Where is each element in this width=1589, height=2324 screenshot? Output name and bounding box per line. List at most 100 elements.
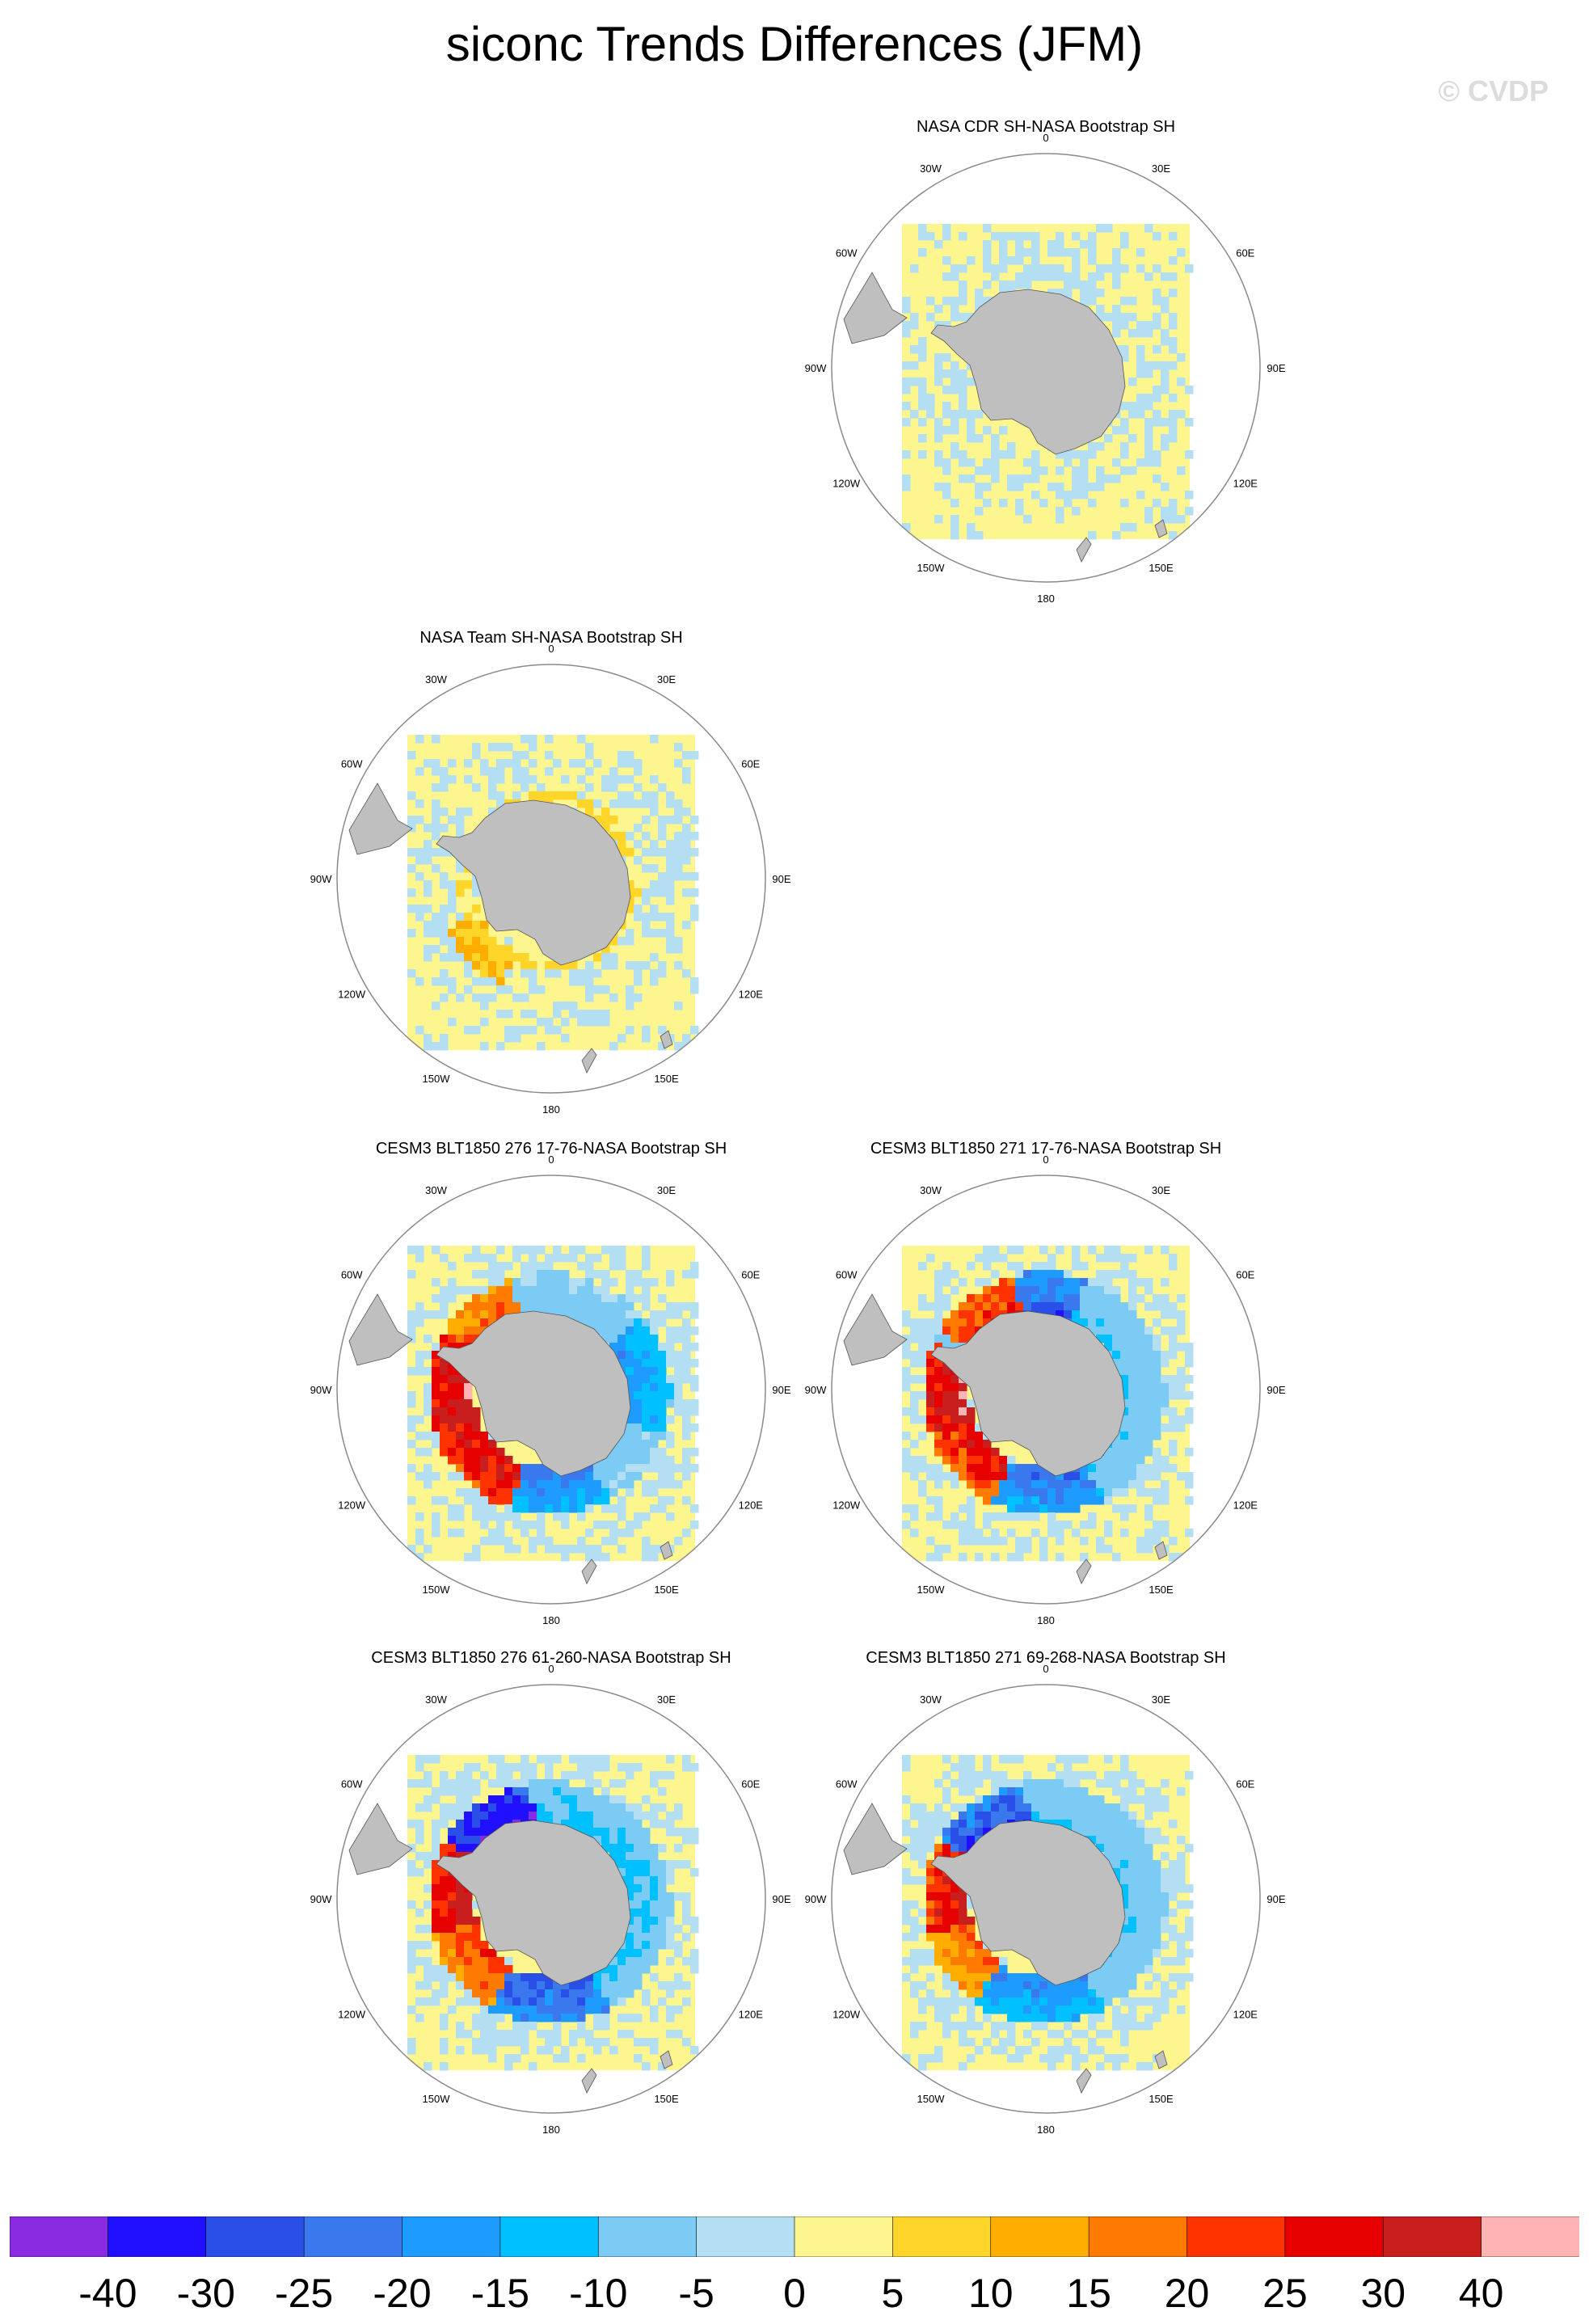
panel-title: NASA Team SH-NASA Bootstrap SH (419, 629, 683, 647)
colorbar-swatch (597, 2216, 698, 2257)
tasmania-landmass (1154, 519, 1168, 538)
tasmania-landmass (660, 2050, 673, 2069)
longitude-label: 60E (741, 758, 760, 770)
tasmania-landmass (660, 1030, 673, 1049)
longitude-label: 180 (542, 2124, 560, 2136)
new-zealand-landmass (581, 1558, 597, 1584)
colorbar-tick-label: 15 (1066, 2271, 1111, 2316)
colorbar-tick-label: 20 (1164, 2271, 1210, 2316)
longitude-label: 0 (548, 643, 554, 655)
longitude-label: 90W (805, 1384, 827, 1396)
cvdp-watermark: © CVDP (1438, 74, 1549, 108)
longitude-label: 60W (341, 1269, 363, 1281)
antarctica-landmass (930, 1820, 1126, 1986)
antarctica-landmass (930, 289, 1126, 455)
longitude-label: 0 (1043, 1663, 1048, 1675)
longitude-label: 120E (1233, 2009, 1258, 2021)
tasmania-landmass (660, 1541, 673, 1560)
colorbar-swatch (794, 2216, 894, 2257)
longitude-label: 30E (657, 1693, 676, 1706)
longitude-label: 30W (425, 1693, 447, 1706)
polar-map: 0 30E 60E 90E 120E 150E 180 150W 120W 90W 60W 30W (310, 1154, 791, 1626)
longitude-label: 90W (310, 873, 332, 885)
longitude-label: 120E (739, 1499, 764, 1512)
panel-title: CESM3 BLT1850 276 17-76-NASA Bootstrap S… (375, 1140, 727, 1158)
new-zealand-landmass (581, 1048, 597, 1073)
longitude-label: 30W (920, 162, 942, 175)
longitude-label: 180 (1037, 1614, 1055, 1626)
new-zealand-landmass (1076, 2068, 1092, 2094)
map-panel-cesm3-276-17-76: CESM3 BLT1850 276 17-76-NASA Bootstrap S… (301, 1140, 802, 1626)
longitude-label: 150W (423, 2093, 451, 2105)
longitude-label: 30W (425, 1184, 447, 1196)
longitude-label: 120E (1233, 478, 1258, 490)
longitude-label: 150W (917, 2093, 946, 2105)
longitude-label: 150W (423, 1073, 451, 1085)
antarctica-landmass (436, 1820, 631, 1986)
south-america-landmass (843, 1293, 908, 1366)
longitude-label: 90E (1267, 362, 1285, 374)
colorbar-tick-label: 25 (1262, 2271, 1308, 2316)
polar-map: 0 30E 60E 90E 120E 150E 180 150W 120W 90W 60W 30W (310, 643, 791, 1116)
colorbar-tick-label: -10 (569, 2271, 628, 2316)
map-panel-cesm3-271-17-76: CESM3 BLT1850 271 17-76-NASA Bootstrap S… (795, 1140, 1296, 1626)
longitude-label: 180 (1037, 593, 1055, 605)
longitude-label: 180 (542, 1614, 560, 1626)
longitude-label: 150E (654, 1073, 679, 1085)
longitude-label: 60W (836, 1778, 858, 1790)
colorbar-tick-label: 10 (967, 2271, 1014, 2316)
south-america-landmass (348, 1803, 413, 1875)
panel-title: CESM3 BLT1850 271 69-268-NASA Bootstrap … (866, 1649, 1226, 1667)
figure-title: siconc Trends Differences (JFM) (445, 17, 1144, 71)
map-boundary-circle (336, 664, 766, 1094)
longitude-label: 150E (654, 1584, 679, 1596)
panel-title: NASA CDR SH-NASA Bootstrap SH (916, 118, 1176, 136)
longitude-label: 90W (805, 362, 827, 374)
colorbar-tick-label: 0 (783, 2271, 806, 2316)
longitude-label: 90W (310, 1384, 332, 1396)
longitude-label: 90E (772, 1893, 790, 1905)
antarctica-landmass (930, 1310, 1126, 1477)
colorbar-swatch (10, 2216, 109, 2257)
longitude-label: 30E (657, 1184, 676, 1196)
new-zealand-landmass (581, 2068, 597, 2094)
colorbar-swatch (303, 2216, 403, 2257)
longitude-label: 60W (341, 1778, 363, 1790)
colorbar-tick-label: 5 (881, 2271, 904, 2316)
longitude-label: 120W (832, 2009, 861, 2021)
longitude-label: 150E (654, 2093, 679, 2105)
longitude-label: 60W (836, 247, 858, 259)
map-boundary-circle (336, 1684, 766, 2114)
colorbar-swatch (205, 2216, 305, 2257)
map-boundary-circle (831, 153, 1261, 583)
colorbar-tick-label: -15 (470, 2271, 530, 2316)
map-panel-cesm3-276-61-260: CESM3 BLT1850 276 61-260-NASA Bootstrap … (301, 1649, 802, 2136)
longitude-label: 60E (1236, 1778, 1254, 1790)
longitude-label: 90E (1267, 1893, 1285, 1905)
longitude-label: 30E (657, 673, 676, 685)
tasmania-landmass (1154, 2050, 1168, 2069)
longitude-label: 120W (832, 478, 861, 490)
longitude-label: 90E (772, 1384, 790, 1396)
longitude-label: 30W (425, 673, 447, 685)
colorbar-tick-label: 40 (1458, 2271, 1504, 2316)
colorbar-labels: -40 -30 -25 -20 -15 -10 -5 0 5 10 15 20 25 30 40 (0, 2270, 1589, 2318)
map-panel-cesm3-271-69-268: CESM3 BLT1850 271 69-268-NASA Bootstrap … (795, 1649, 1296, 2136)
longitude-label: 90E (1267, 1384, 1285, 1396)
colorbar-swatch (1186, 2216, 1286, 2257)
colorbar-swatch (107, 2216, 207, 2257)
antarctica-landmass (436, 799, 631, 966)
colorbar-swatch (892, 2216, 992, 2257)
longitude-label: 30W (920, 1693, 942, 1706)
south-america-landmass (348, 1293, 413, 1366)
longitude-label: 180 (1037, 2124, 1055, 2136)
longitude-label: 60W (836, 1269, 858, 1281)
longitude-label: 60E (741, 1778, 760, 1790)
map-panel-cdr: NASA CDR SH-NASA Bootstrap SH 0 30E 60E 90E… (795, 118, 1296, 605)
colorbar-swatch (990, 2216, 1090, 2257)
polar-map: 0 30E 60E 90E 120E 150E 180 150W 120W 90W 60W 30W (805, 1663, 1286, 2136)
longitude-label: 150E (1149, 562, 1174, 574)
colorbar (10, 2216, 1579, 2257)
longitude-label: 150E (1149, 1584, 1174, 1596)
longitude-label: 120W (338, 989, 366, 1001)
